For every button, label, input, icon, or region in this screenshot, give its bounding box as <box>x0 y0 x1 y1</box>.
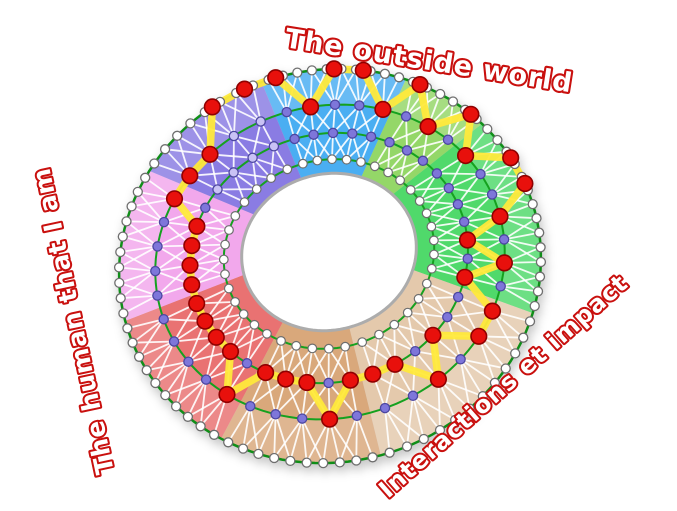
center-hole <box>240 171 418 333</box>
selected-nodes <box>165 60 534 428</box>
label-human-that-i-am: The human that I am <box>26 165 119 477</box>
wheel-graphic <box>113 60 547 469</box>
